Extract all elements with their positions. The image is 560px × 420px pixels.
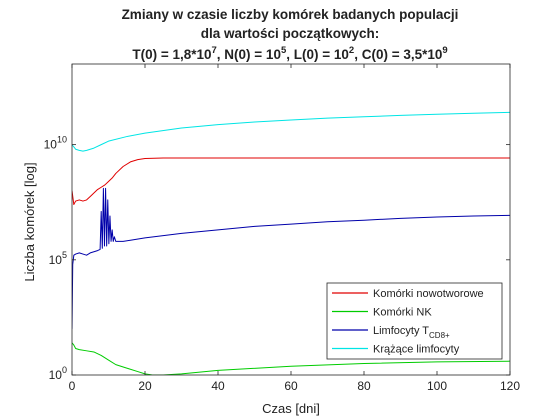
title-l-exp: 2 xyxy=(349,45,354,56)
y-tick-label-2: 1010 xyxy=(44,135,67,152)
y-tick-label-base-2: 10 xyxy=(44,138,58,152)
legend-label-3: Krążące limfocyty xyxy=(373,344,460,356)
x-tick-label-1: 20 xyxy=(138,379,152,393)
legend-label-name-0: Komórki nowotworowe xyxy=(373,288,484,300)
title-l-base: , L(0) = 10 xyxy=(286,47,349,62)
series-line-3 xyxy=(72,111,510,152)
y-tick-label-exp-1: 5 xyxy=(62,250,67,260)
y-tick-label-exp-0: 0 xyxy=(62,365,67,375)
chart-title-line-2: dla wartości początkowych: xyxy=(201,26,380,41)
title-c-exp: 9 xyxy=(442,45,447,56)
x-axis-label: Czas [dni] xyxy=(262,401,320,416)
y-tick-label-base-1: 10 xyxy=(49,253,63,267)
x-tick-label-6: 120 xyxy=(500,379,520,393)
legend-label-0: Komórki nowotworowe xyxy=(373,288,484,300)
title-t-base: T(0) = 1,8*10 xyxy=(132,47,211,62)
series-line-2 xyxy=(72,187,510,329)
chart-title-line-3: T(0) = 1,8*107, N(0) = 105, L(0) = 102, … xyxy=(132,45,447,62)
title-n-exp: 5 xyxy=(281,45,287,56)
legend-label-1: Komórki NK xyxy=(373,307,432,319)
x-tick-label-0: 0 xyxy=(69,379,76,393)
x-tick-label-3: 60 xyxy=(284,379,298,393)
series-layer xyxy=(72,111,510,375)
y-tick-label-base-0: 10 xyxy=(49,368,63,382)
series-line-0 xyxy=(72,157,510,206)
legend-label-2: Limfocyty TCD8+ xyxy=(373,325,450,340)
legend-box xyxy=(326,282,503,360)
x-axis: 0 20 40 60 80 100 120 xyxy=(69,64,520,393)
title-c-base: , C(0) = 3,5*10 xyxy=(354,47,442,62)
legend-label-name-2: Limfocyty T xyxy=(373,325,429,337)
y-tick-label-exp-2: 10 xyxy=(57,135,67,145)
title-n-base: , N(0) = 10 xyxy=(217,47,281,62)
legend: Komórki nowotworowe Komórki NK Limfocyty T… xyxy=(326,282,503,360)
x-tick-label-2: 40 xyxy=(211,379,225,393)
x-tick-label-5: 100 xyxy=(427,379,447,393)
legend-label-name-1: Komórki NK xyxy=(373,307,432,319)
x-tick-label-4: 80 xyxy=(357,379,371,393)
legend-label-subscript-2: CD8+ xyxy=(429,331,450,340)
chart-title-line-1: Zmiany w czasie liczby komórek badanych … xyxy=(122,7,459,22)
y-tick-label-1: 105 xyxy=(49,250,67,267)
title-t-exp: 7 xyxy=(212,45,217,56)
y-axis-label: Liczba komórek [log] xyxy=(22,162,37,281)
legend-label-name-3: Krążące limfocyty xyxy=(373,344,460,356)
series-line-1 xyxy=(72,342,510,375)
y-tick-label-0: 100 xyxy=(49,365,67,382)
